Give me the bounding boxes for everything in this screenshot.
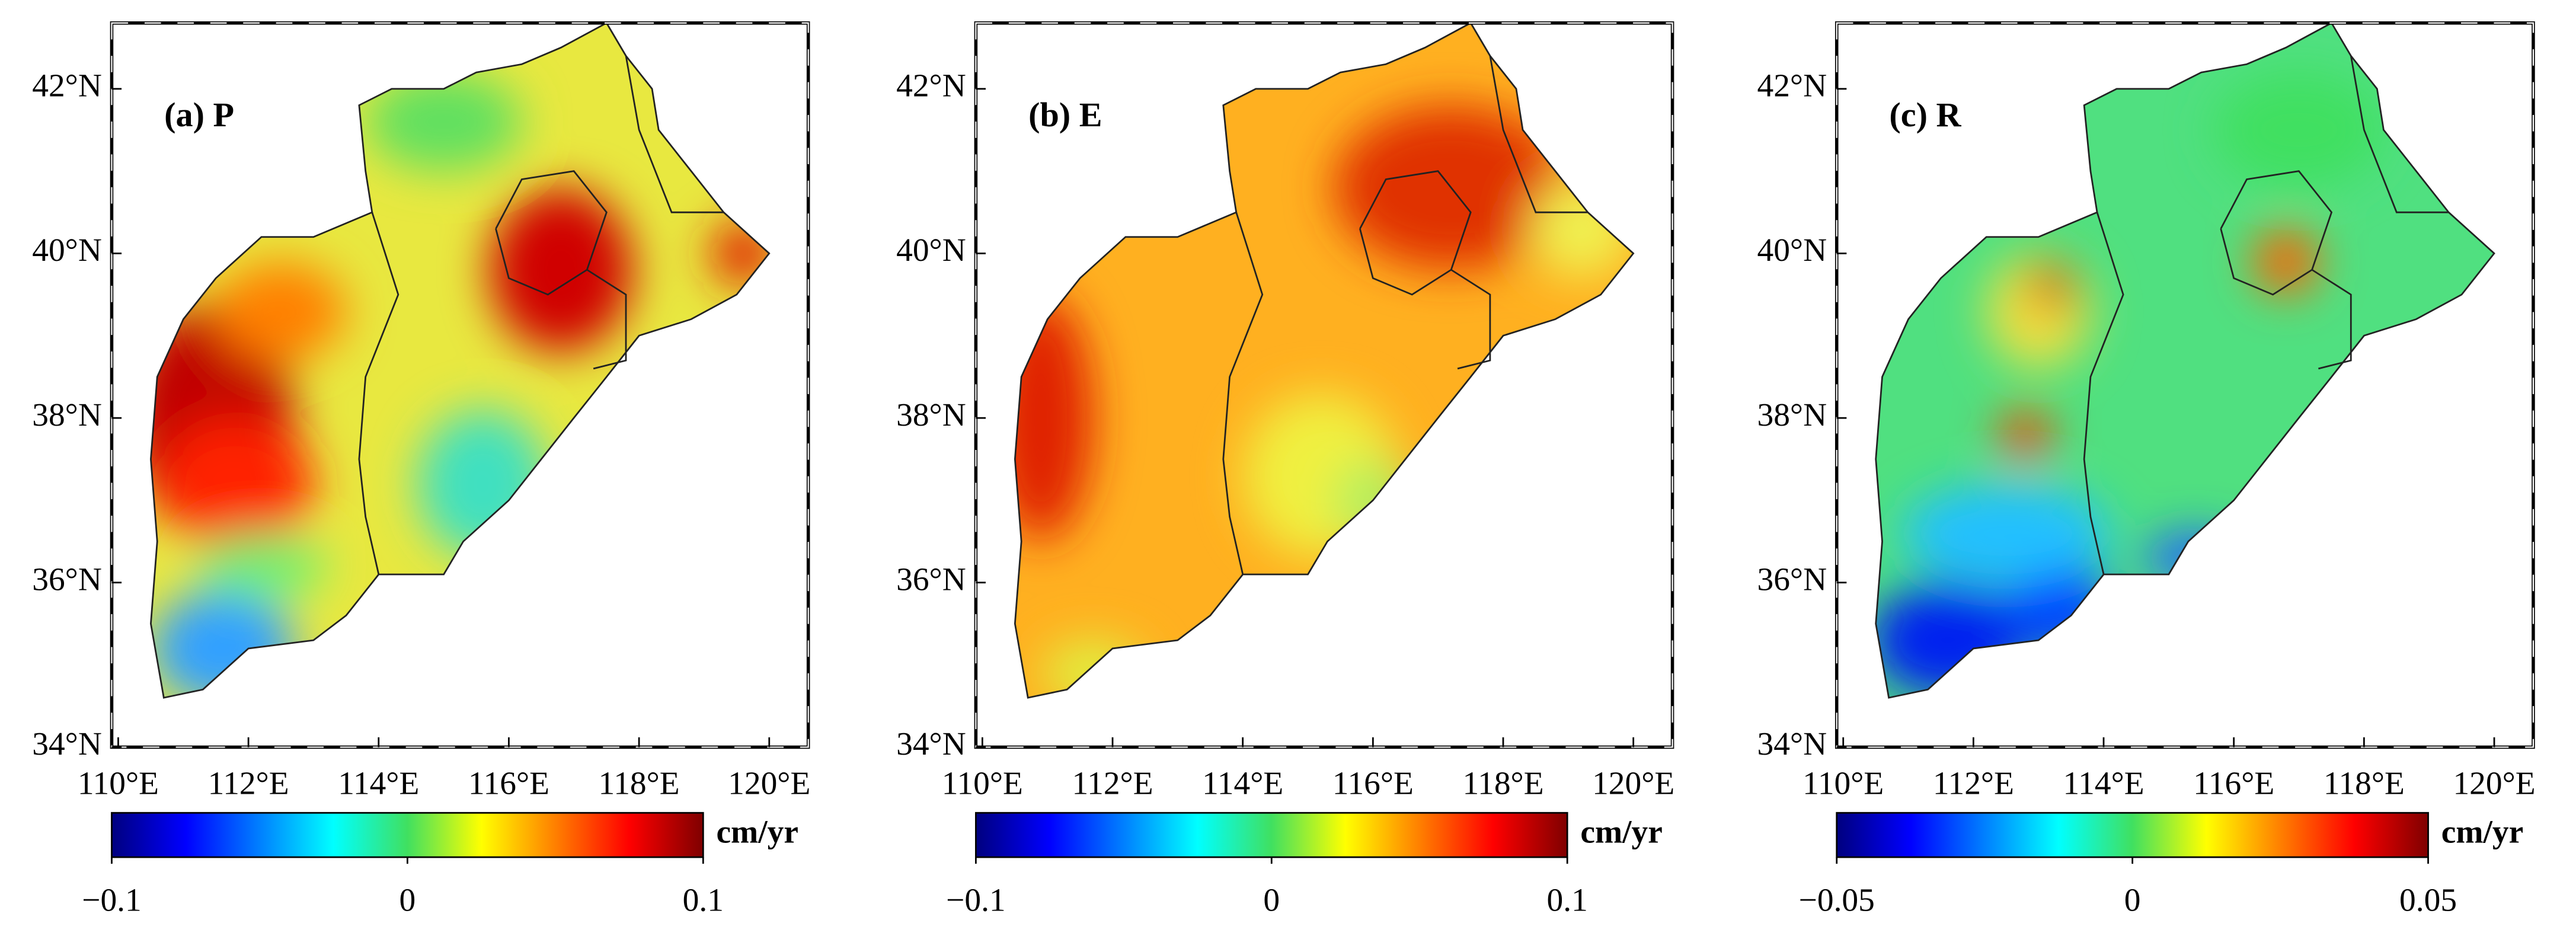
- basin-outline: [1875, 21, 2495, 699]
- lon-tick-label: 112°E: [1072, 765, 1153, 801]
- map-panel: (c) R 34°N 36°N 38°N 40°N 42°N 110°E 112°E 114°E…: [1757, 21, 2536, 918]
- panel-label: (b) E: [1028, 95, 1102, 134]
- colorbar-tick-label: −0.05: [1799, 881, 1875, 918]
- lat-tick-label: 38°N: [1757, 397, 1827, 433]
- colorbar-tick-label: 0.1: [683, 881, 724, 918]
- colorbar-tick-label: 0: [1263, 881, 1280, 918]
- field-blob: [1901, 484, 2110, 583]
- province-line: [2220, 170, 2333, 296]
- lat-tick-label: 34°N: [1757, 726, 1827, 762]
- map-panel: (a) P 34°N 36°N 38°N 40°N 42°N 110°E 112°E 114°E…: [32, 21, 810, 918]
- field-blob: [2032, 261, 2072, 311]
- lat-tick-label: 36°N: [32, 561, 102, 598]
- lon-tick-label: 118°E: [2323, 765, 2405, 801]
- colorbar-tick-label: 0: [2124, 881, 2141, 918]
- field-blob: [365, 72, 522, 171]
- lon-tick-label: 120°E: [2453, 765, 2535, 801]
- field-blob: [196, 533, 327, 599]
- panel-label: (a) P: [164, 95, 234, 134]
- lat-tick-label: 42°N: [896, 68, 966, 104]
- field-blob: [489, 187, 633, 352]
- province-line: [1489, 55, 1588, 213]
- field-blob: [1875, 583, 2026, 698]
- colorbar-unit: cm/yr: [716, 813, 798, 849]
- province-line: [1359, 170, 1472, 296]
- lat-tick-label: 36°N: [896, 561, 966, 598]
- lon-tick-label: 120°E: [1592, 765, 1674, 801]
- province-line: [625, 55, 724, 213]
- colorbar-tick-label: −0.1: [82, 881, 142, 918]
- frame-dashes: [975, 22, 1673, 748]
- province-line: [495, 170, 608, 296]
- field-blobs: [151, 72, 769, 698]
- lat-tick-label: 38°N: [32, 397, 102, 433]
- lat-tick-label: 36°N: [1757, 561, 1827, 598]
- field-blob: [151, 590, 294, 698]
- province-line: [586, 269, 627, 370]
- lat-tick-label: 34°N: [896, 726, 966, 762]
- lat-tick-label: 42°N: [32, 68, 102, 104]
- lon-tick-label: 118°E: [599, 765, 680, 801]
- lon-tick-label: 110°E: [1802, 765, 1884, 801]
- lat-tick-label: 40°N: [1757, 232, 1827, 268]
- colorbar-unit: cm/yr: [1580, 813, 1662, 849]
- field-blob: [417, 410, 548, 558]
- field: [1875, 23, 2494, 698]
- lat-tick-label: 38°N: [896, 397, 966, 433]
- colorbar: [111, 812, 704, 858]
- lon-tick-label: 116°E: [1332, 765, 1414, 801]
- basin-outline: [150, 21, 771, 699]
- lat-tick-label: 42°N: [1757, 68, 1827, 104]
- field: [151, 23, 769, 698]
- lon-tick-label: 120°E: [728, 765, 810, 801]
- field-blob: [2253, 228, 2319, 295]
- lon-tick-label: 114°E: [338, 765, 419, 801]
- map-panel: (b) E 34°N 36°N 38°N 40°N 42°N 110°E 112°E 114°E…: [896, 21, 1674, 918]
- lon-tick-label: 112°E: [1933, 765, 2014, 801]
- colorbar: [974, 812, 1568, 858]
- lon-tick-label: 110°E: [942, 765, 1023, 801]
- lon-tick-label: 112°E: [208, 765, 289, 801]
- field-base: [1015, 23, 1634, 698]
- panel-label: (c) R: [1889, 95, 1961, 134]
- frame-dashes: [1836, 22, 2535, 748]
- province-line: [2350, 55, 2449, 213]
- field-blob: [1041, 640, 1145, 698]
- lon-tick-label: 110°E: [78, 765, 159, 801]
- colorbar-tick-label: 0.1: [1547, 881, 1588, 918]
- frame-dashes: [111, 22, 809, 748]
- field-blob: [157, 418, 314, 550]
- field-blob: [2214, 72, 2384, 188]
- lon-tick-label: 116°E: [468, 765, 549, 801]
- lon-tick-label: 114°E: [2063, 765, 2144, 801]
- province-line: [358, 212, 399, 575]
- lat-tick-label: 40°N: [896, 232, 966, 268]
- province-line: [2083, 212, 2124, 575]
- colorbar-unit: cm/yr: [2441, 813, 2523, 849]
- province-line: [1450, 269, 1491, 370]
- province-line: [2311, 269, 2352, 370]
- lon-tick-label: 114°E: [1202, 765, 1283, 801]
- field-blob: [1529, 179, 1634, 278]
- lon-tick-label: 118°E: [1462, 765, 1543, 801]
- colorbar-tick-label: 0.05: [2399, 881, 2457, 918]
- basin-outline: [1014, 21, 1635, 699]
- colorbar-tick-label: −0.1: [946, 881, 1006, 918]
- lon-tick-label: 116°E: [2193, 765, 2274, 801]
- field-base: [151, 23, 769, 698]
- field-blob: [216, 261, 346, 360]
- lat-tick-label: 34°N: [32, 726, 102, 762]
- province-line: [1222, 212, 1264, 575]
- colorbar: [1836, 812, 2429, 858]
- colorbar-tick-label: 0: [399, 881, 416, 918]
- field-blob: [1015, 295, 1094, 541]
- field-blob: [1999, 410, 2052, 459]
- lat-tick-label: 40°N: [32, 232, 102, 268]
